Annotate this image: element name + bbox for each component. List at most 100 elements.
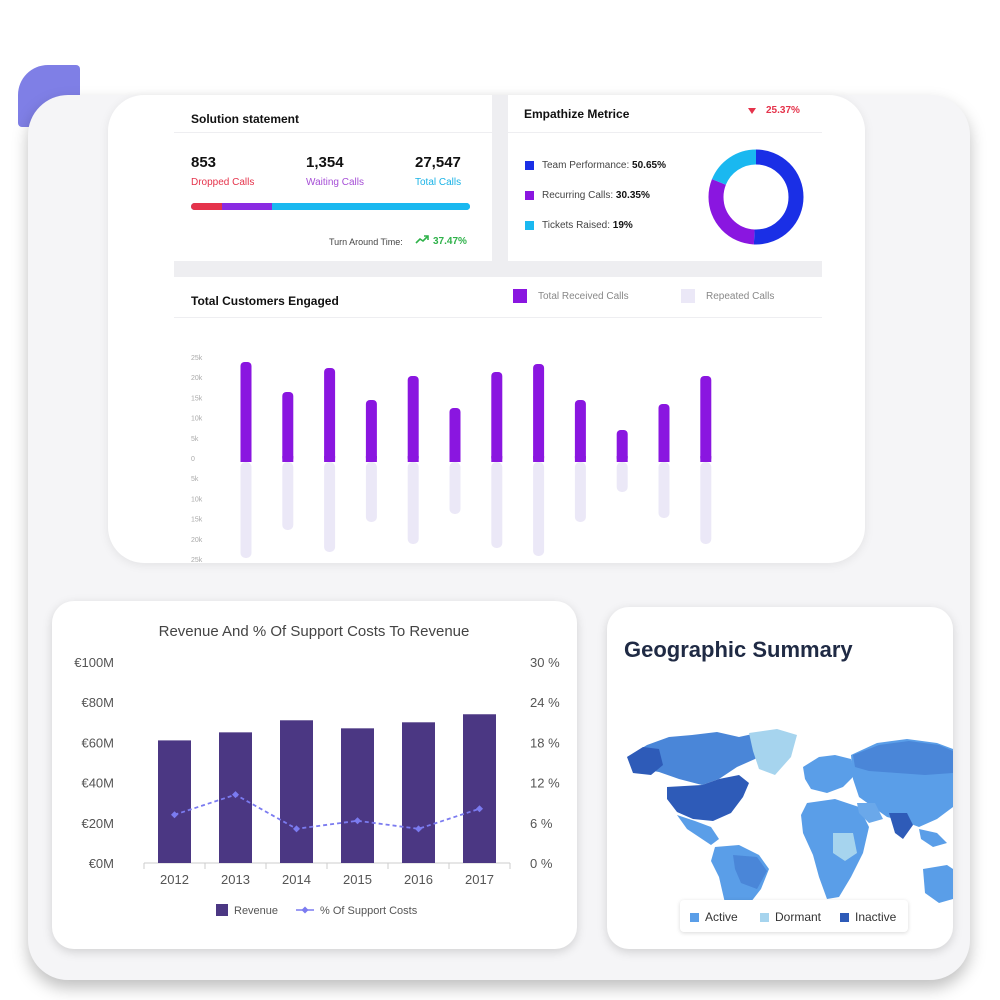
geo-title: Geographic Summary: [624, 637, 853, 662]
support-costs-point: [171, 811, 178, 819]
repeated-calls-legend: Repeated Calls: [706, 291, 775, 302]
received-calls-bar: [282, 392, 294, 462]
revenue-bar: [280, 720, 313, 863]
revenue-x-tick: 2015: [343, 872, 372, 887]
received-calls-bar: [324, 368, 336, 462]
received-calls-bar-base: [324, 456, 336, 462]
turnaround-label: Turn Around Time:: [329, 237, 403, 247]
received-calls-bar-base: [533, 456, 545, 462]
empathize-title: Empathize Metrice: [524, 107, 630, 121]
received-calls-legend: Total Received Calls: [538, 291, 629, 302]
team-performance-swatch: [525, 161, 534, 170]
tickets-raised-label: Tickets Raised: 19%: [542, 220, 633, 231]
waiting-calls-value: 1,354: [306, 154, 344, 171]
map-central-america: [677, 815, 719, 845]
repeated-calls-bar: [700, 462, 712, 544]
donut-slice-2: [708, 149, 804, 245]
map-middle-east: [857, 803, 883, 823]
map-north-america-north: [627, 732, 767, 785]
revenue-bar: [402, 722, 435, 863]
recurring-calls-label: Recurring Calls: 30.35%: [542, 190, 650, 201]
support-costs-point: [476, 805, 483, 813]
received-calls-bar-base: [658, 456, 670, 462]
inactive-swatch: [840, 913, 849, 922]
revenue-y2-tick: 24 %: [530, 695, 560, 710]
dormant-swatch: [760, 913, 769, 922]
revenue-y-tick: €60M: [81, 735, 114, 750]
received-calls-bar-base: [574, 456, 586, 462]
repeated-calls-bar: [449, 462, 461, 514]
dropped-segment: [191, 203, 222, 210]
support-costs-point: [232, 791, 239, 799]
engaged-y-tick: 20k: [191, 537, 203, 544]
geo-legend: Active Dormant Inactive: [680, 900, 908, 932]
repeated-calls-bar: [616, 462, 628, 492]
support-costs-line: [174, 793, 480, 830]
empathize-panel: Empathize Metrice 25.37% Team Performanc…: [508, 95, 822, 261]
revenue-legend-label: Revenue: [234, 905, 278, 917]
revenue-x-tick: 2013: [221, 872, 250, 887]
revenue-y-tick: €20M: [81, 816, 114, 831]
engaged-y-tick: 25k: [191, 557, 203, 563]
repeated-calls-swatch: [681, 289, 695, 303]
revenue-y2-tick: 30 %: [530, 655, 560, 670]
divider: [174, 317, 822, 318]
divider: [508, 132, 822, 133]
dashboard-panels: Solution statement 853 Dropped Calls 1,3…: [174, 95, 822, 563]
revenue-bar: [158, 740, 191, 863]
engaged-y-tick: 15k: [191, 395, 203, 402]
support-costs-point: [415, 825, 422, 833]
received-calls-bar-base: [407, 456, 419, 462]
dashboard-card: Solution statement 853 Dropped Calls 1,3…: [108, 95, 865, 563]
revenue-chart: Revenue And % Of Support Costs To Revenu…: [74, 623, 560, 917]
revenue-y-tick: €0M: [89, 856, 114, 871]
revenue-bar: [341, 728, 374, 863]
engaged-y-tick: 10k: [191, 496, 203, 503]
turnaround-value: 37.47%: [433, 236, 467, 247]
geo-legend-dormant: Dormant: [760, 910, 821, 924]
received-calls-bar: [574, 400, 586, 462]
map-brazil: [733, 855, 767, 889]
map-southeast-asia: [919, 829, 947, 847]
waiting-segment: [222, 203, 272, 210]
engaged-y-tick: 5k: [191, 476, 199, 483]
received-calls-bar-base: [240, 456, 252, 462]
geo-legend-inactive: Inactive: [840, 910, 896, 924]
received-calls-bar: [407, 376, 419, 462]
team-performance-label: Team Performance: 50.65%: [542, 160, 666, 171]
revenue-y2-tick: 18 %: [530, 735, 560, 750]
total-segment: [272, 203, 470, 210]
tickets-raised-swatch: [525, 221, 534, 230]
revenue-bar: [463, 714, 496, 863]
received-calls-bar: [533, 364, 545, 462]
support-legend-label: % Of Support Costs: [320, 905, 418, 917]
support-costs-point: [293, 825, 300, 833]
caret-down-icon: [748, 108, 756, 114]
recurring-calls-swatch: [525, 191, 534, 200]
map-russia: [853, 741, 953, 775]
received-calls-bar: [700, 376, 712, 462]
repeated-calls-bar: [407, 462, 419, 544]
world-map: [627, 729, 953, 925]
repeated-calls-bar: [574, 462, 586, 522]
total-calls-value: 27,547: [415, 154, 461, 171]
empathize-change: 25.37%: [766, 105, 800, 116]
received-calls-bar-base: [365, 456, 377, 462]
received-calls-bar: [240, 362, 252, 462]
map-europe: [803, 755, 855, 793]
donut-slice-3: [708, 149, 804, 245]
revenue-x-tick: 2014: [282, 872, 311, 887]
inactive-label: Inactive: [855, 910, 897, 924]
repeated-calls-bar: [491, 462, 503, 548]
trend-up-icon: [415, 235, 429, 244]
geographic-summary-card: Geographic Summary: [607, 607, 953, 949]
revenue-y2-tick: 6 %: [530, 816, 553, 831]
map-usa: [667, 775, 749, 821]
revenue-y-tick: €100M: [74, 655, 114, 670]
dropped-calls-label: Dropped Calls: [191, 177, 255, 188]
divider: [174, 132, 492, 133]
waiting-calls-label: Waiting Calls: [306, 177, 364, 188]
geo-legend-active: Active: [690, 910, 738, 924]
revenue-y-tick: €80M: [81, 695, 114, 710]
